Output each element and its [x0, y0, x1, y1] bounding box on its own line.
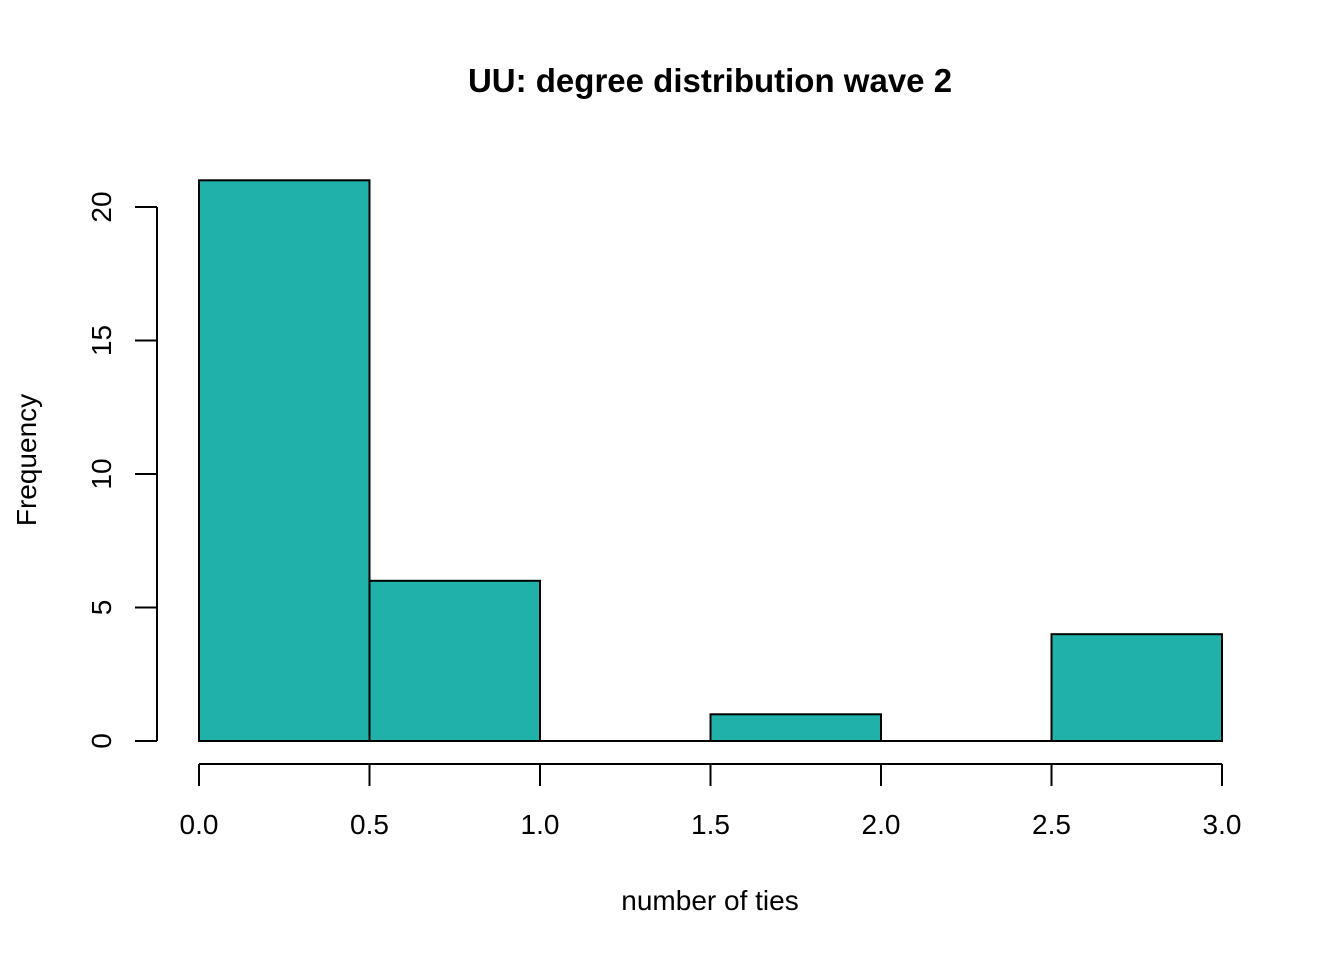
histogram-bar [198, 179, 371, 743]
histogram-bar [368, 579, 541, 742]
y-tick-label: 15 [86, 325, 117, 356]
x-tick-label: 3.0 [1203, 809, 1242, 840]
y-tick-label: 5 [86, 600, 117, 616]
x-tick-label: 0.5 [350, 809, 389, 840]
y-axis-label: Frequency [11, 394, 42, 526]
y-axis: 0 5 10 15 20 [86, 191, 158, 749]
x-axis: 0.0 0.5 1.0 1.5 2.0 2.5 3.0 [180, 763, 1242, 840]
histogram-bar [1050, 633, 1223, 743]
histogram-bar [709, 713, 882, 742]
x-tick-label: 2.0 [862, 809, 901, 840]
x-tick-label: 0.0 [180, 809, 219, 840]
bars-group [198, 179, 1223, 743]
x-axis-label: number of ties [621, 885, 798, 916]
y-tick-label: 10 [86, 458, 117, 489]
y-tick-label: 20 [86, 191, 117, 222]
chart-title: UU: degree distribution wave 2 [468, 62, 952, 99]
x-tick-label: 1.5 [691, 809, 730, 840]
x-tick-label: 2.5 [1032, 809, 1071, 840]
y-tick-label: 0 [86, 733, 117, 749]
x-tick-label: 1.0 [521, 809, 560, 840]
